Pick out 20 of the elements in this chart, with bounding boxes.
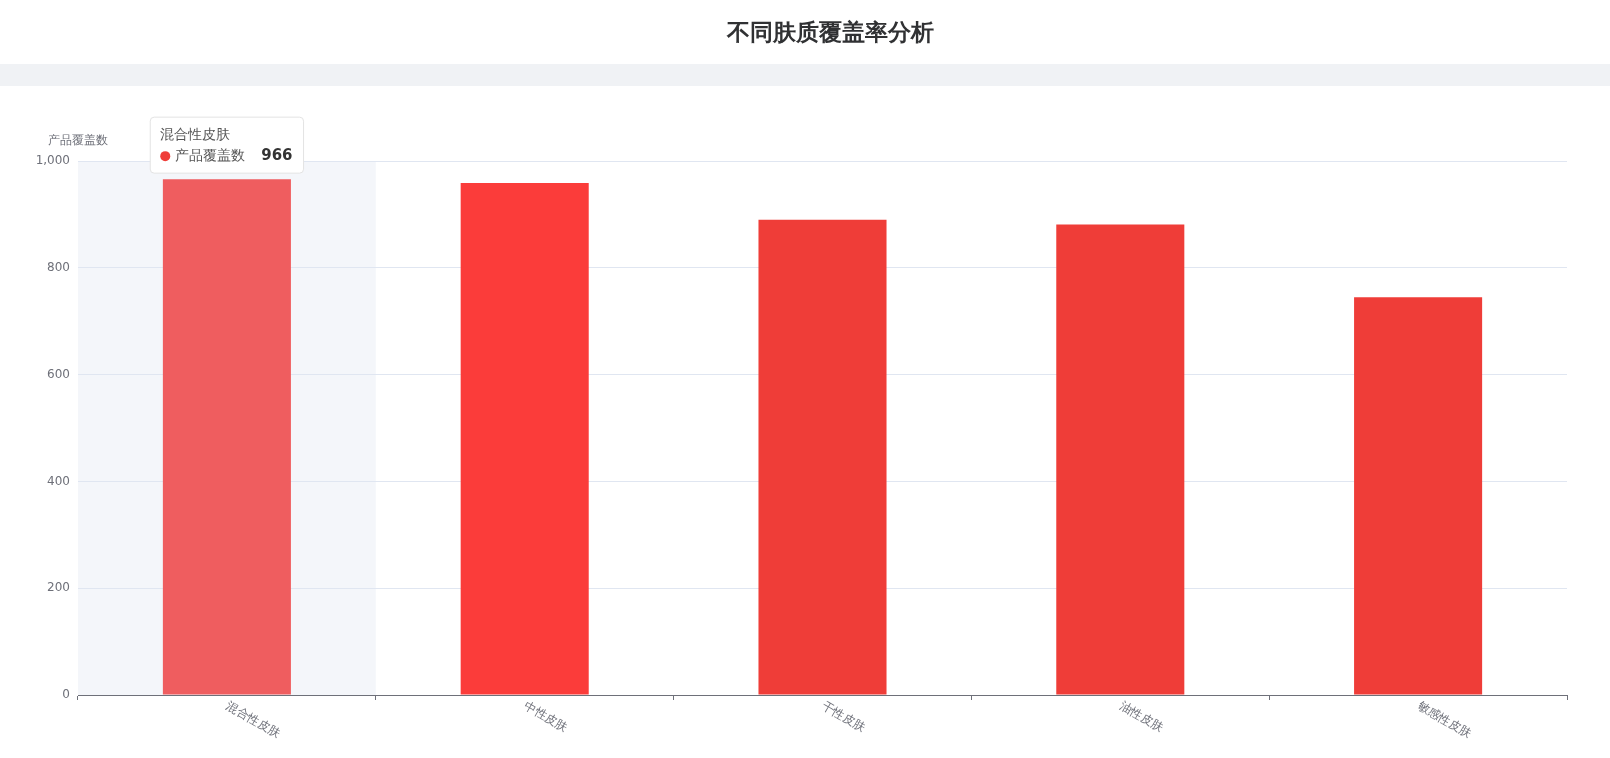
y-tick-label: 0 xyxy=(62,687,70,702)
chart-title: 不同肤质覆盖率分析 xyxy=(725,17,935,47)
x-tick-label: 油性皮肤 xyxy=(1117,698,1166,735)
x-tick-label: 干性皮肤 xyxy=(819,698,869,735)
bar xyxy=(1354,297,1483,695)
x-tick-label: 敏感性皮肤 xyxy=(1415,698,1474,741)
bar xyxy=(758,219,887,695)
text: 混合性皮肤 xyxy=(160,125,231,142)
y-tick-label: 600 xyxy=(47,366,70,381)
x-tick-label: 混合性皮肤 xyxy=(223,698,283,741)
y-tick-label: 800 xyxy=(47,259,70,274)
y-axis-title: 产品覆盖数 xyxy=(48,133,108,148)
x-tick-label: 中性皮肤 xyxy=(521,698,571,735)
bar xyxy=(1056,224,1185,695)
legend-label: 产品覆盖数 xyxy=(175,146,246,163)
bar xyxy=(460,182,589,695)
y-tick-label: 1,000 xyxy=(35,153,70,168)
data-label: 966 xyxy=(261,146,293,165)
y-tick-label: 400 xyxy=(47,473,70,488)
y-tick-label: 200 xyxy=(47,580,70,595)
